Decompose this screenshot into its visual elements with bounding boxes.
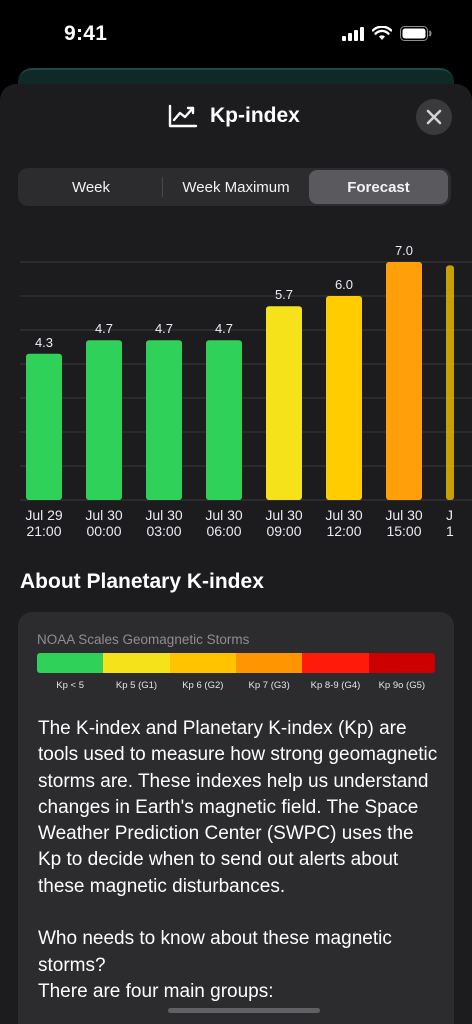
bar-value-label: 4.7	[215, 321, 233, 336]
x-tick-date: Jul 30	[145, 507, 183, 523]
wifi-icon	[372, 26, 392, 40]
scale-label: Kp 7 (G3)	[248, 680, 290, 691]
scale-label: Kp 5 (G1)	[115, 680, 158, 691]
sheet-header: Kp-index	[0, 84, 472, 154]
chart-bar[interactable]	[386, 262, 422, 500]
battery-icon	[400, 26, 432, 41]
tab-forecast[interactable]: Forecast	[309, 170, 448, 204]
scale-label: Kp 8-9 (G4)	[310, 680, 361, 691]
x-tick-date: Jul 30	[325, 507, 363, 523]
scale-label: Kp 9o (G5)	[378, 680, 426, 691]
scale-label: Kp 6 (G2)	[182, 680, 224, 691]
x-tick-date: Jul 30	[205, 507, 243, 523]
tab-week[interactable]: Week	[71, 178, 111, 196]
x-tick-time: 15:00	[386, 523, 421, 539]
bar-value-label: 4.7	[155, 321, 173, 336]
scale-title: NOAA Scales Geomagnetic Storms	[37, 632, 250, 647]
x-tick-date: Jul 30	[265, 507, 303, 523]
x-tick-time: 12:00	[326, 523, 361, 539]
x-tick-date: Jul 30	[85, 507, 123, 523]
close-button[interactable]	[416, 99, 452, 135]
x-tick-time: 09:00	[266, 523, 301, 539]
status-icons	[342, 26, 432, 41]
period-segmented-control: Week Week Maximum Forecast	[18, 168, 451, 206]
bar-value-label: 6.0	[335, 277, 353, 292]
bar-value-label: 4.3	[35, 335, 53, 350]
scale-label: Kp < 5	[56, 680, 85, 691]
scale-segment	[37, 653, 104, 673]
scale-segment	[235, 653, 303, 673]
x-tick-time: 03:00	[146, 523, 181, 539]
cellular-signal-icon	[342, 26, 364, 41]
chart-line-icon	[168, 104, 198, 128]
x-tick-time: 1	[446, 523, 454, 539]
bar-value-label: 4.7	[95, 321, 113, 336]
kp-index-sheet: Kp-index Week Week Maximum Forecast 4.3 J…	[0, 84, 472, 1024]
segment-divider	[162, 177, 163, 197]
chart-bar[interactable]	[206, 340, 242, 500]
about-card: NOAA Scales Geomagnetic Storms Kp < 5 Kp …	[18, 612, 454, 1024]
chart-bar[interactable]	[26, 353, 62, 500]
bar-value-label: 5.7	[275, 287, 293, 302]
status-bar: 9:41	[0, 0, 472, 70]
about-description: The K-index and Planetary K-index (Kp) a…	[38, 718, 438, 1002]
scale-segment	[103, 653, 170, 673]
scale-segment	[368, 653, 435, 673]
page-title: Kp-index	[210, 104, 300, 127]
x-tick-date: Jul 30	[385, 507, 423, 523]
chart-bar[interactable]	[146, 340, 182, 500]
home-indicator	[168, 1008, 320, 1013]
x-tick-time: 06:00	[206, 523, 241, 539]
chart-bar[interactable]	[266, 306, 302, 500]
title-group: Kp-index	[168, 104, 300, 128]
chart-bar[interactable]	[446, 265, 454, 500]
status-time: 9:41	[64, 22, 108, 45]
x-tick-time: 21:00	[26, 523, 61, 539]
storm-scale-bar	[37, 653, 435, 673]
tab-week-maximum[interactable]: Week Maximum	[182, 178, 290, 196]
chart-bar[interactable]	[326, 296, 362, 500]
x-tick-date: J	[446, 507, 453, 523]
kp-forecast-chart[interactable]: 4.3 Jul 29 21:00 4.7 Jul 30 00:00 4.7 Jul 30 03:…	[0, 234, 472, 554]
x-tick-date: Jul 29	[25, 507, 63, 523]
chart-bar[interactable]	[86, 340, 122, 500]
about-section-title: About Planetary K-index	[20, 570, 264, 593]
storm-scale-labels: Kp < 5 Kp 5 (G1) Kp 6 (G2) Kp 7 (G3) Kp 8-9 …	[37, 680, 435, 691]
close-icon	[426, 109, 442, 125]
scale-segment	[169, 653, 236, 673]
x-tick-time: 00:00	[86, 523, 121, 539]
bar-value-label: 7.0	[395, 243, 413, 258]
scale-segment	[302, 653, 369, 673]
